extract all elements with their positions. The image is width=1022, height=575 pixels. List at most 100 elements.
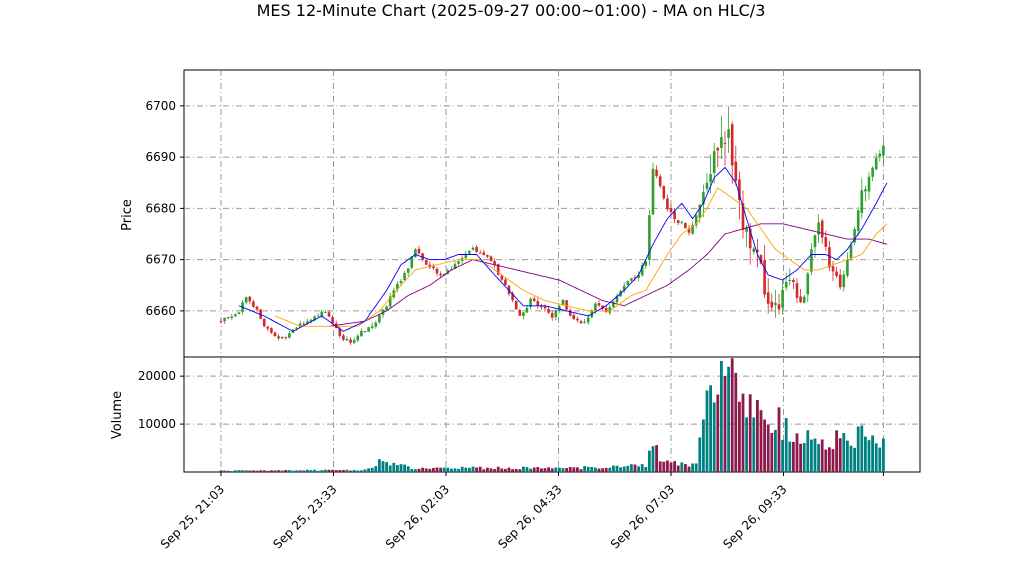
volume-bar <box>612 465 615 472</box>
volume-bar <box>417 468 421 472</box>
candle-body <box>486 255 489 257</box>
candle-body <box>705 182 709 189</box>
candle-body <box>874 158 878 170</box>
volume-bar <box>799 443 802 472</box>
candle-body <box>244 297 248 303</box>
volume-bar <box>615 465 619 472</box>
volume-bar <box>752 417 756 472</box>
volume-bar <box>226 470 230 472</box>
candle-body <box>608 307 612 313</box>
volume-bar <box>594 467 597 472</box>
candle-body <box>342 335 345 340</box>
x-tick-label: Sep 25, 21:03 <box>158 482 227 551</box>
volume-bar <box>878 447 882 472</box>
volume-bar <box>306 469 309 472</box>
candle-body <box>824 237 828 247</box>
volume-bar <box>428 468 432 472</box>
volume-bar <box>536 466 540 472</box>
candle-body <box>324 311 327 313</box>
candle-body <box>882 145 885 156</box>
volume-bar <box>468 467 471 472</box>
candle-body <box>856 210 860 231</box>
candle-body <box>511 293 514 301</box>
candle-body <box>687 228 691 233</box>
volume-bar <box>457 468 460 472</box>
volume-bar <box>694 463 698 472</box>
volume-bar <box>741 393 745 472</box>
volume-bar <box>738 401 741 472</box>
candle-body <box>525 307 529 313</box>
volume-panel: 10000 20000 Volume <box>110 356 921 473</box>
candle-body <box>615 296 619 303</box>
volume-bar <box>381 461 385 472</box>
candle-body <box>320 311 324 317</box>
volume-bar <box>500 468 504 472</box>
volume-bar <box>828 447 831 472</box>
volume-bar <box>597 468 601 472</box>
volume-bar <box>795 433 799 472</box>
candle-body <box>698 204 702 218</box>
candle-body <box>756 249 759 253</box>
volume-bar <box>712 402 716 472</box>
volume-bar <box>810 439 813 472</box>
candle-body <box>669 207 673 213</box>
volume-bar <box>219 470 223 472</box>
volume-bar <box>439 467 442 472</box>
volume-bar <box>637 466 640 472</box>
candle-body <box>655 169 658 176</box>
candle-body <box>500 275 504 280</box>
candle-body <box>543 306 547 309</box>
volume-bar <box>766 424 770 472</box>
candle-body <box>558 306 561 312</box>
volume-bar <box>352 470 356 472</box>
volume-bar <box>518 469 522 472</box>
candle-body <box>280 336 284 339</box>
candle-body <box>399 280 403 284</box>
volume-bar <box>298 470 302 472</box>
candle-body <box>356 335 360 341</box>
volume-bar <box>781 439 784 472</box>
candle-body <box>838 274 842 288</box>
volume-bar <box>806 430 810 472</box>
volume-bar <box>853 447 856 472</box>
price-tick-label: 6690 <box>145 150 176 164</box>
candle-body <box>612 301 615 307</box>
volume-bar <box>640 464 644 472</box>
volume-bar <box>237 470 241 472</box>
volume-bar <box>759 410 763 472</box>
volume-bar <box>864 436 867 472</box>
candle-body <box>651 168 655 215</box>
volume-bar <box>385 462 388 472</box>
volume-bar <box>547 467 550 472</box>
candle-body <box>676 220 680 224</box>
candle-body <box>586 317 590 323</box>
candle-body <box>691 225 694 234</box>
volume-bar <box>511 469 514 472</box>
volume-bar <box>223 470 226 472</box>
volume-bar <box>396 465 399 472</box>
volume-bar <box>792 441 795 472</box>
volume-bar <box>342 470 345 472</box>
candle-body <box>457 261 460 264</box>
volume-bar <box>871 435 874 472</box>
candle-body <box>540 305 543 308</box>
volume-bar <box>709 385 712 472</box>
volume-bar <box>464 467 468 472</box>
volume-bar <box>280 470 284 472</box>
candle-body <box>295 327 298 330</box>
volume-bar <box>514 468 518 472</box>
candle-body <box>277 336 280 339</box>
volume-bar <box>255 470 259 472</box>
volume-bar <box>838 438 842 472</box>
candle-body <box>421 253 424 260</box>
candle-body <box>482 252 486 256</box>
volume-bar <box>288 470 291 472</box>
candle-body <box>831 266 835 272</box>
price-panel: 6660 6670 6680 6690 6700 Price <box>120 69 921 358</box>
candle-body <box>435 268 439 274</box>
candle-body <box>626 281 630 286</box>
candle-body <box>306 321 309 324</box>
volume-bar <box>410 469 414 472</box>
candle-body <box>878 153 882 157</box>
volume-bar <box>777 407 781 472</box>
